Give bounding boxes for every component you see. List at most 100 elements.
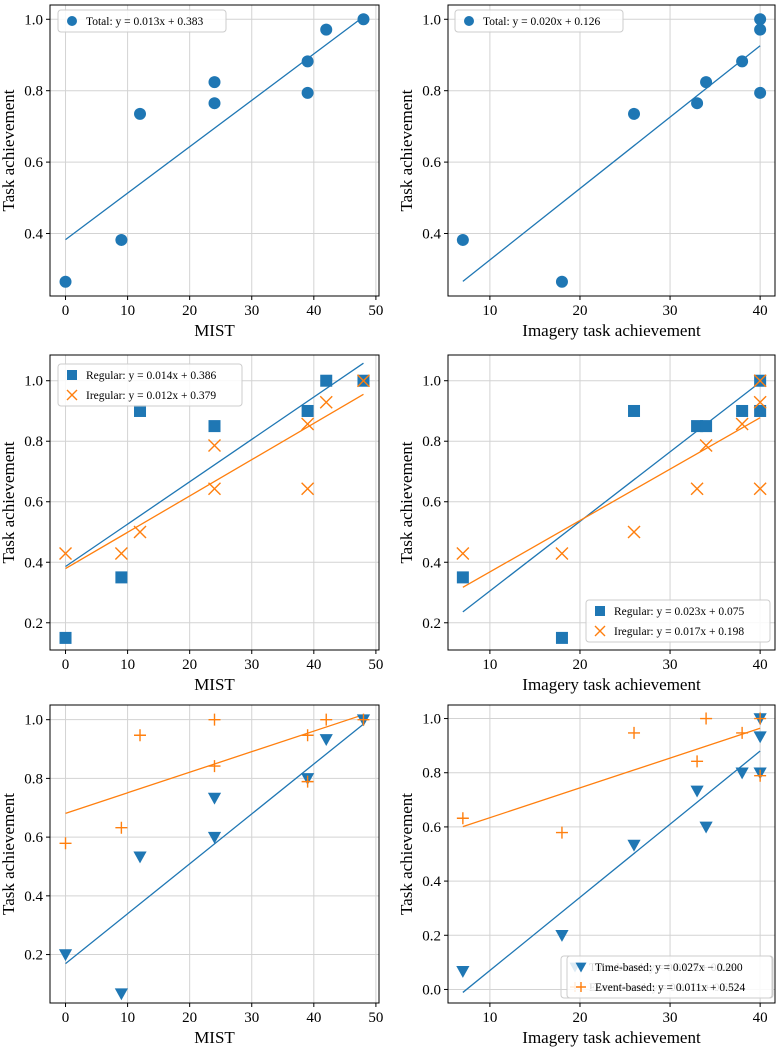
x-tick-label: 0 — [62, 657, 70, 673]
data-point-event-based — [736, 726, 749, 739]
x-axis-label: Imagery task achievement — [522, 321, 701, 340]
data-point-regular — [115, 571, 128, 584]
data-point-total — [736, 55, 749, 68]
fit-line-total — [65, 16, 364, 241]
data-point-iregular — [356, 374, 370, 388]
legend-box — [585, 599, 771, 643]
y-tick-label: 0.4 — [24, 555, 43, 571]
fit-line-time-based — [462, 750, 761, 993]
x-tick-label: 20 — [572, 303, 587, 319]
y-axis-label: Task achievement — [397, 793, 416, 915]
data-point-event-based — [59, 837, 72, 850]
y-tick-label: 1.0 — [24, 713, 43, 729]
x-tick-label: 40 — [306, 657, 321, 673]
axes-frame — [447, 704, 776, 1004]
fit-line-iregular — [462, 417, 761, 588]
data-point-total — [301, 55, 314, 68]
axes-frame — [49, 704, 380, 1004]
legend-marker-event-based — [576, 982, 586, 992]
legend-marker-time-based — [575, 962, 587, 973]
data-point-total — [208, 76, 221, 89]
y-tick-label: 0.8 — [422, 434, 441, 450]
x-tick-label: 50 — [368, 1010, 383, 1026]
fit-line-time-based — [65, 723, 364, 965]
data-point-regular — [320, 374, 333, 387]
data-point-total — [754, 23, 767, 36]
y-tick-label: 0.2 — [422, 616, 441, 632]
legend-entry-total: Total: y = 0.013x + 0.383 — [86, 16, 204, 28]
x-tick-label: 50 — [368, 657, 383, 673]
legend-box — [566, 955, 773, 999]
data-point-total — [320, 23, 333, 36]
legend-marker-total — [67, 16, 77, 26]
data-point-time-based — [753, 731, 767, 744]
data-point-total — [628, 107, 641, 120]
data-point-iregular — [59, 546, 73, 560]
data-point-regular — [59, 631, 72, 644]
y-tick-label: 0.8 — [422, 84, 441, 100]
data-point-event-based — [628, 726, 641, 739]
axes-frame — [49, 354, 380, 651]
data-point-event-based — [357, 713, 370, 726]
data-point-iregular — [114, 546, 128, 560]
y-tick-label: 1.0 — [422, 12, 441, 28]
y-axis-label: Task achievement — [0, 441, 18, 563]
data-point-iregular — [555, 546, 569, 560]
data-point-time-based — [690, 785, 704, 798]
axes-frame — [49, 4, 380, 297]
data-point-event-based — [208, 760, 221, 773]
data-point-iregular — [735, 417, 749, 431]
data-point-iregular — [753, 482, 767, 496]
data-point-iregular — [699, 438, 713, 452]
x-tick-label: 10 — [120, 303, 135, 319]
data-point-iregular — [208, 438, 221, 452]
data-point-iregular — [208, 482, 221, 496]
y-tick-label: 0.4 — [422, 555, 441, 571]
y-tick-label: 1.0 — [422, 374, 441, 390]
data-point-regular — [691, 420, 704, 433]
x-tick-label: 30 — [244, 657, 259, 673]
y-tick-label: 0.6 — [24, 155, 43, 171]
x-axis-label: MIST — [194, 675, 235, 694]
x-tick-label: 40 — [306, 1010, 321, 1026]
x-axis-label: Imagery task achievement — [522, 675, 701, 694]
data-point-time-based — [627, 839, 641, 852]
data-point-event-based — [301, 729, 314, 742]
x-tick-label: 10 — [120, 657, 135, 673]
data-point-regular — [555, 631, 568, 644]
y-tick-label: 0.8 — [24, 771, 43, 787]
x-tick-label: 30 — [244, 303, 259, 319]
x-tick-label: 40 — [306, 303, 321, 319]
data-point-total — [691, 97, 704, 110]
y-tick-label: 0.6 — [422, 820, 441, 836]
y-tick-label: 0.2 — [24, 948, 43, 964]
data-point-event-based — [115, 821, 128, 834]
fit-line-iregular — [65, 393, 364, 570]
legend: Regular: y = 0.014x + 0.386 Iregular: y =… — [57, 363, 243, 407]
panel-3: 0 10 20 30 40 50 0.2 0.4 0.6 0.8 1.0 MIST Task achie… — [0, 354, 383, 694]
legend-box — [454, 9, 624, 33]
data-point-total — [357, 13, 370, 26]
data-point-iregular — [301, 417, 315, 431]
data-point-regular — [736, 404, 749, 417]
x-tick-label: 40 — [753, 1010, 768, 1026]
legend-entry-regular: Regular: y = 0.023x + 0.075 — [614, 606, 744, 618]
x-tick-label: 30 — [663, 657, 678, 673]
x-tick-label: 40 — [753, 303, 768, 319]
legend-marker-regular — [67, 370, 77, 380]
y-tick-label: 0.0 — [422, 982, 441, 998]
x-tick-label: 20 — [182, 1010, 197, 1026]
fit-line-event-based — [462, 727, 761, 828]
data-point-total — [754, 13, 767, 26]
data-point-iregular — [301, 482, 315, 496]
y-tick-label: 1.0 — [24, 12, 43, 28]
axes-frame — [447, 4, 776, 297]
panel-2: 10 20 30 40 0.4 0.6 0.8 1.0 Imagery task achieve… — [397, 4, 776, 340]
data-point-regular — [301, 404, 314, 417]
legend-entry-iregular: Iregular: y = 0.017x + 0.198 — [614, 626, 744, 638]
x-tick-label: 0 — [62, 1010, 70, 1026]
x-tick-label: 30 — [663, 1010, 678, 1026]
data-point-iregular — [319, 395, 333, 409]
data-point-total — [700, 76, 713, 89]
data-point-regular — [700, 420, 713, 433]
